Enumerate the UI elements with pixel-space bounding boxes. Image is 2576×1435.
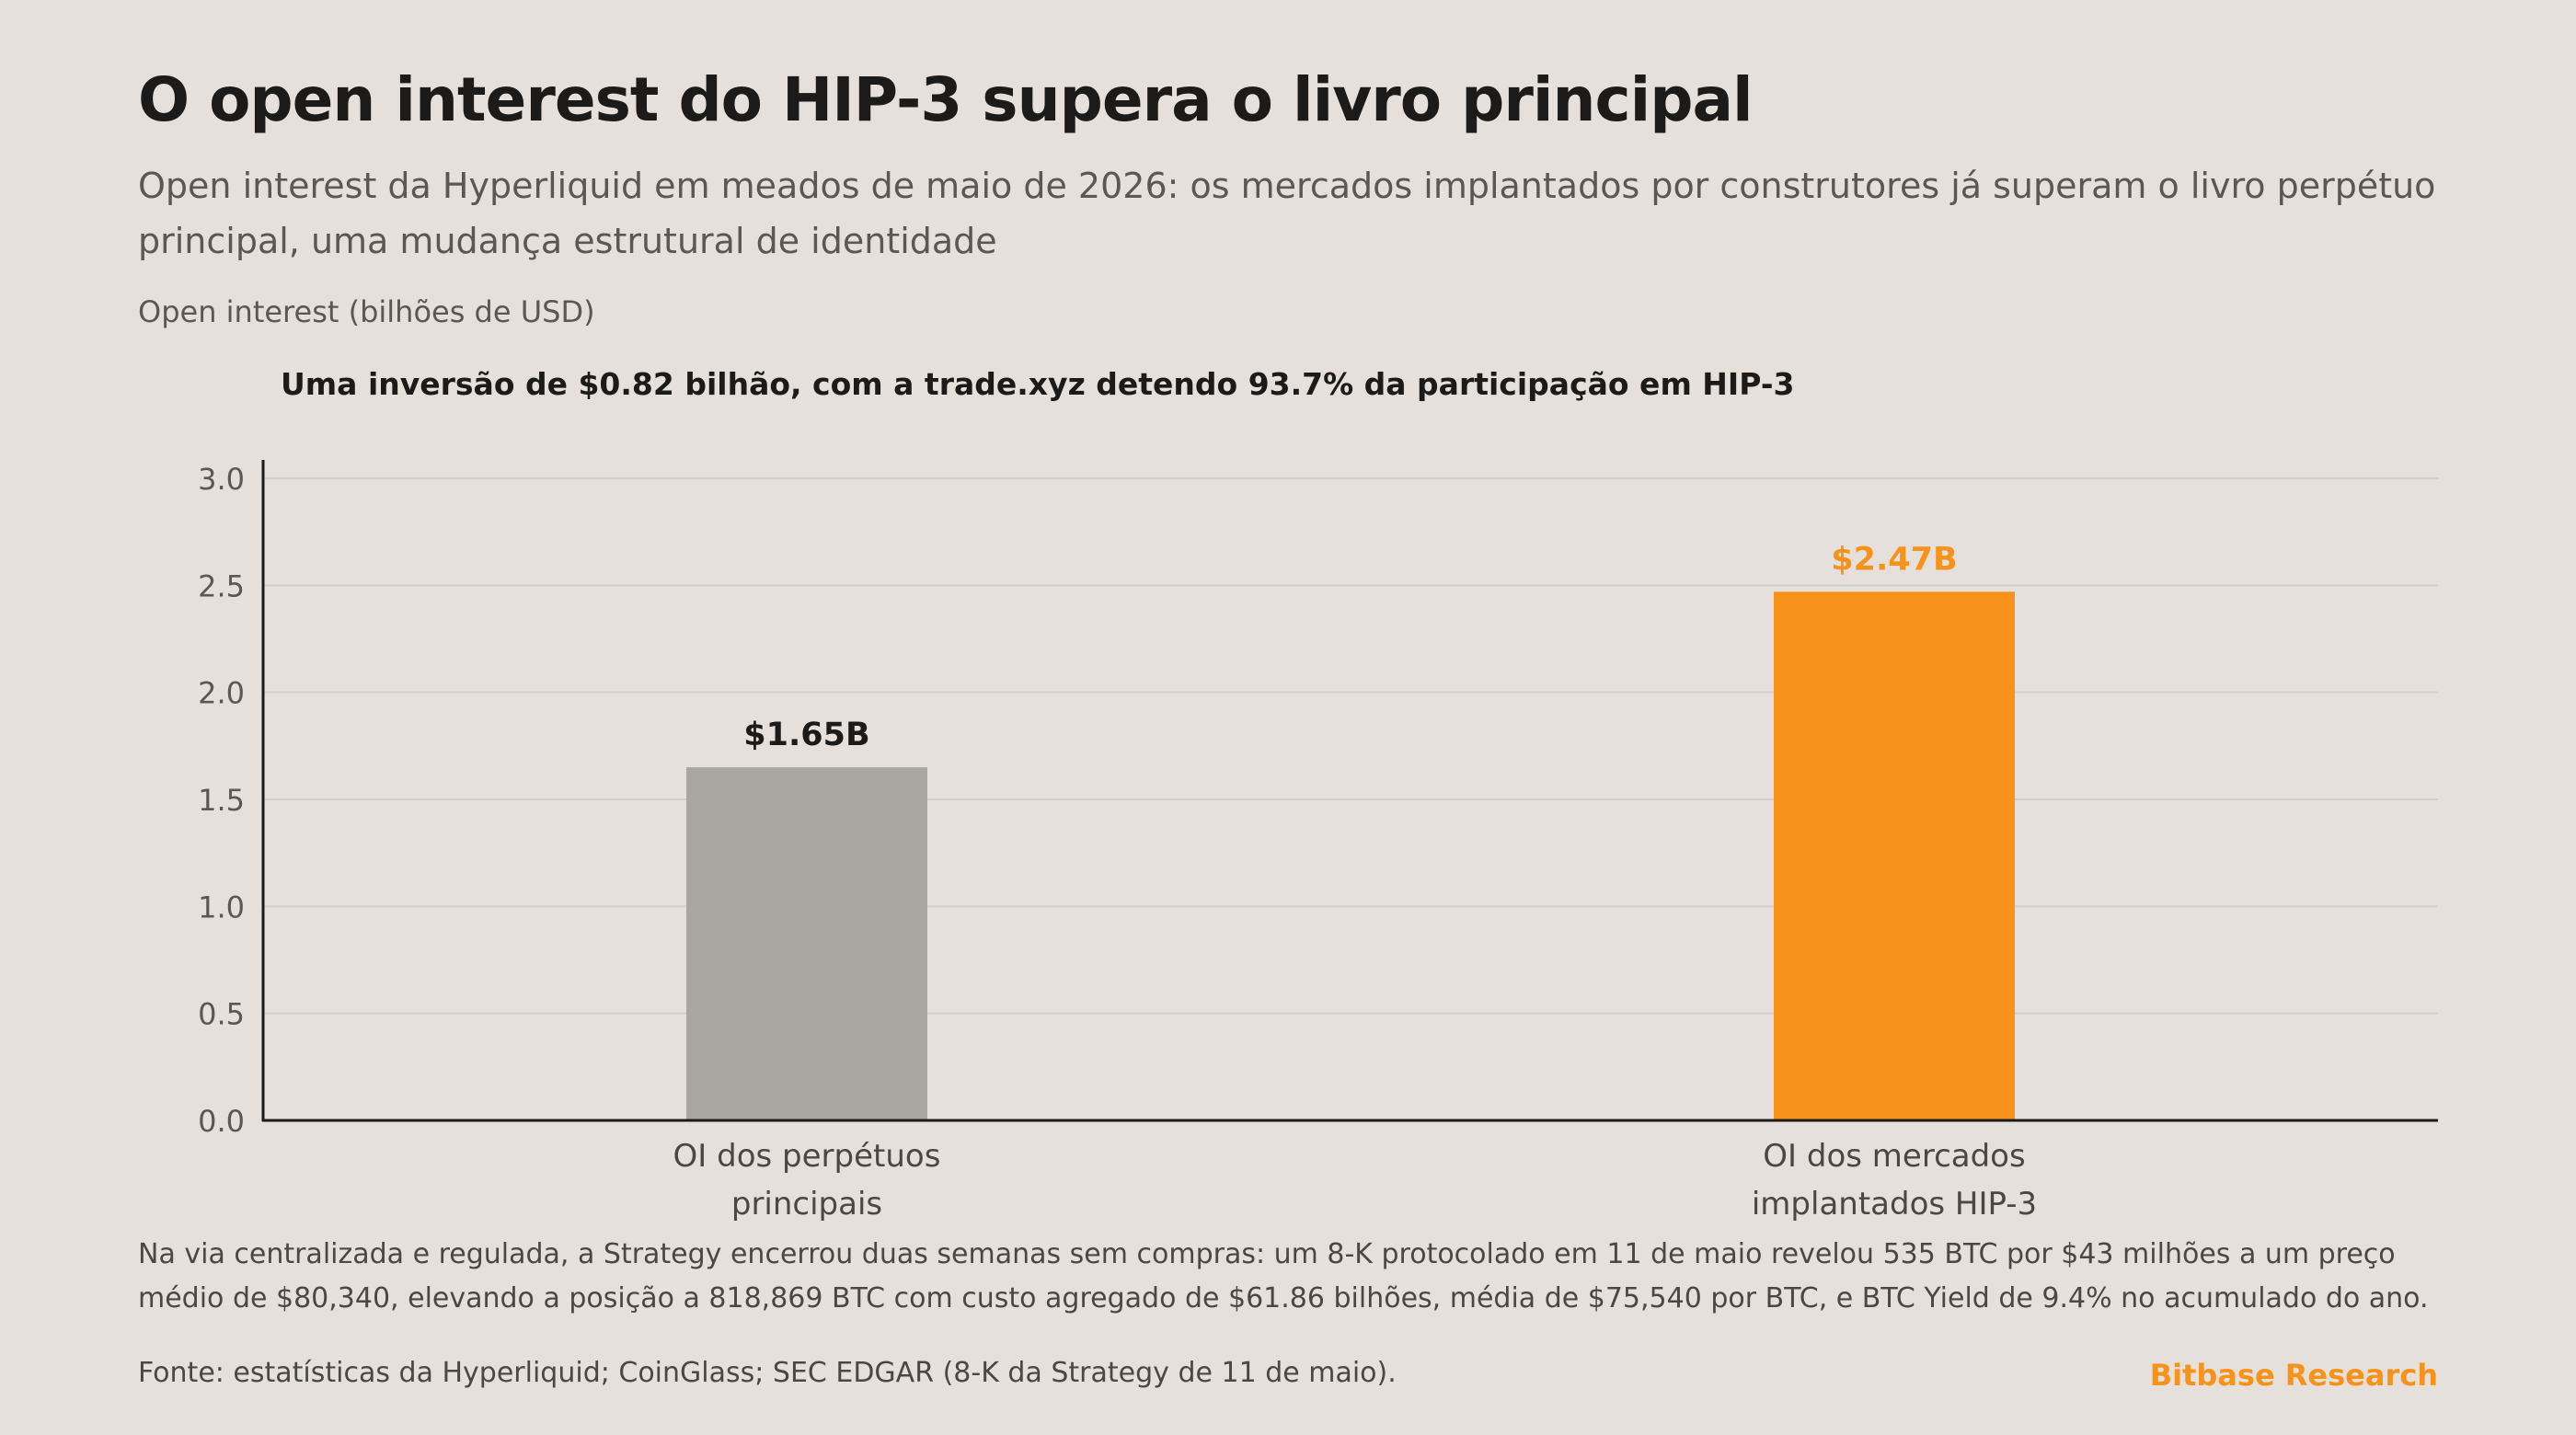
- chart-annotation: Uma inversão de $0.82 bilhão, com a trad…: [281, 366, 1795, 402]
- y-tick-label: 1.0: [198, 890, 245, 924]
- data-label: $2.47B: [1831, 541, 1957, 578]
- source-note: Fonte: estatísticas da Hyperliquid; Coin…: [138, 1357, 1397, 1389]
- chart-subtitle: Open interest da Hyperliquid em meados d…: [138, 166, 2436, 261]
- y-tick-label: 0.5: [198, 997, 245, 1032]
- y-tick-label: 1.5: [198, 783, 245, 818]
- y-tick-label: 2.0: [198, 676, 245, 711]
- bar: [686, 767, 927, 1120]
- x-tick-label: OI dos perpétuos principais: [673, 1138, 941, 1223]
- bar-chart: 0.0 0.5 1.0 1.5 2.0 2.5 3.0 $1.65B OI dos perpét…: [198, 460, 2438, 1223]
- data-label: $1.65B: [743, 717, 869, 753]
- x-tick-label: OI dos mercados implantados HIP-3: [1752, 1138, 2037, 1223]
- brand-logo-text: Bitbase Research: [2149, 1358, 2438, 1393]
- y-axis-label: Open interest (bilhões de USD): [138, 294, 595, 329]
- footnote: Na via centralizada e regulada, a Strate…: [138, 1238, 2429, 1314]
- bar: [1774, 591, 2015, 1120]
- y-tick-label: 3.0: [198, 462, 245, 497]
- y-tick-label: 0.0: [198, 1104, 245, 1139]
- y-tick-label: 2.5: [198, 568, 245, 603]
- chart-title: O open interest do HIP-3 supera o livro …: [138, 64, 1754, 135]
